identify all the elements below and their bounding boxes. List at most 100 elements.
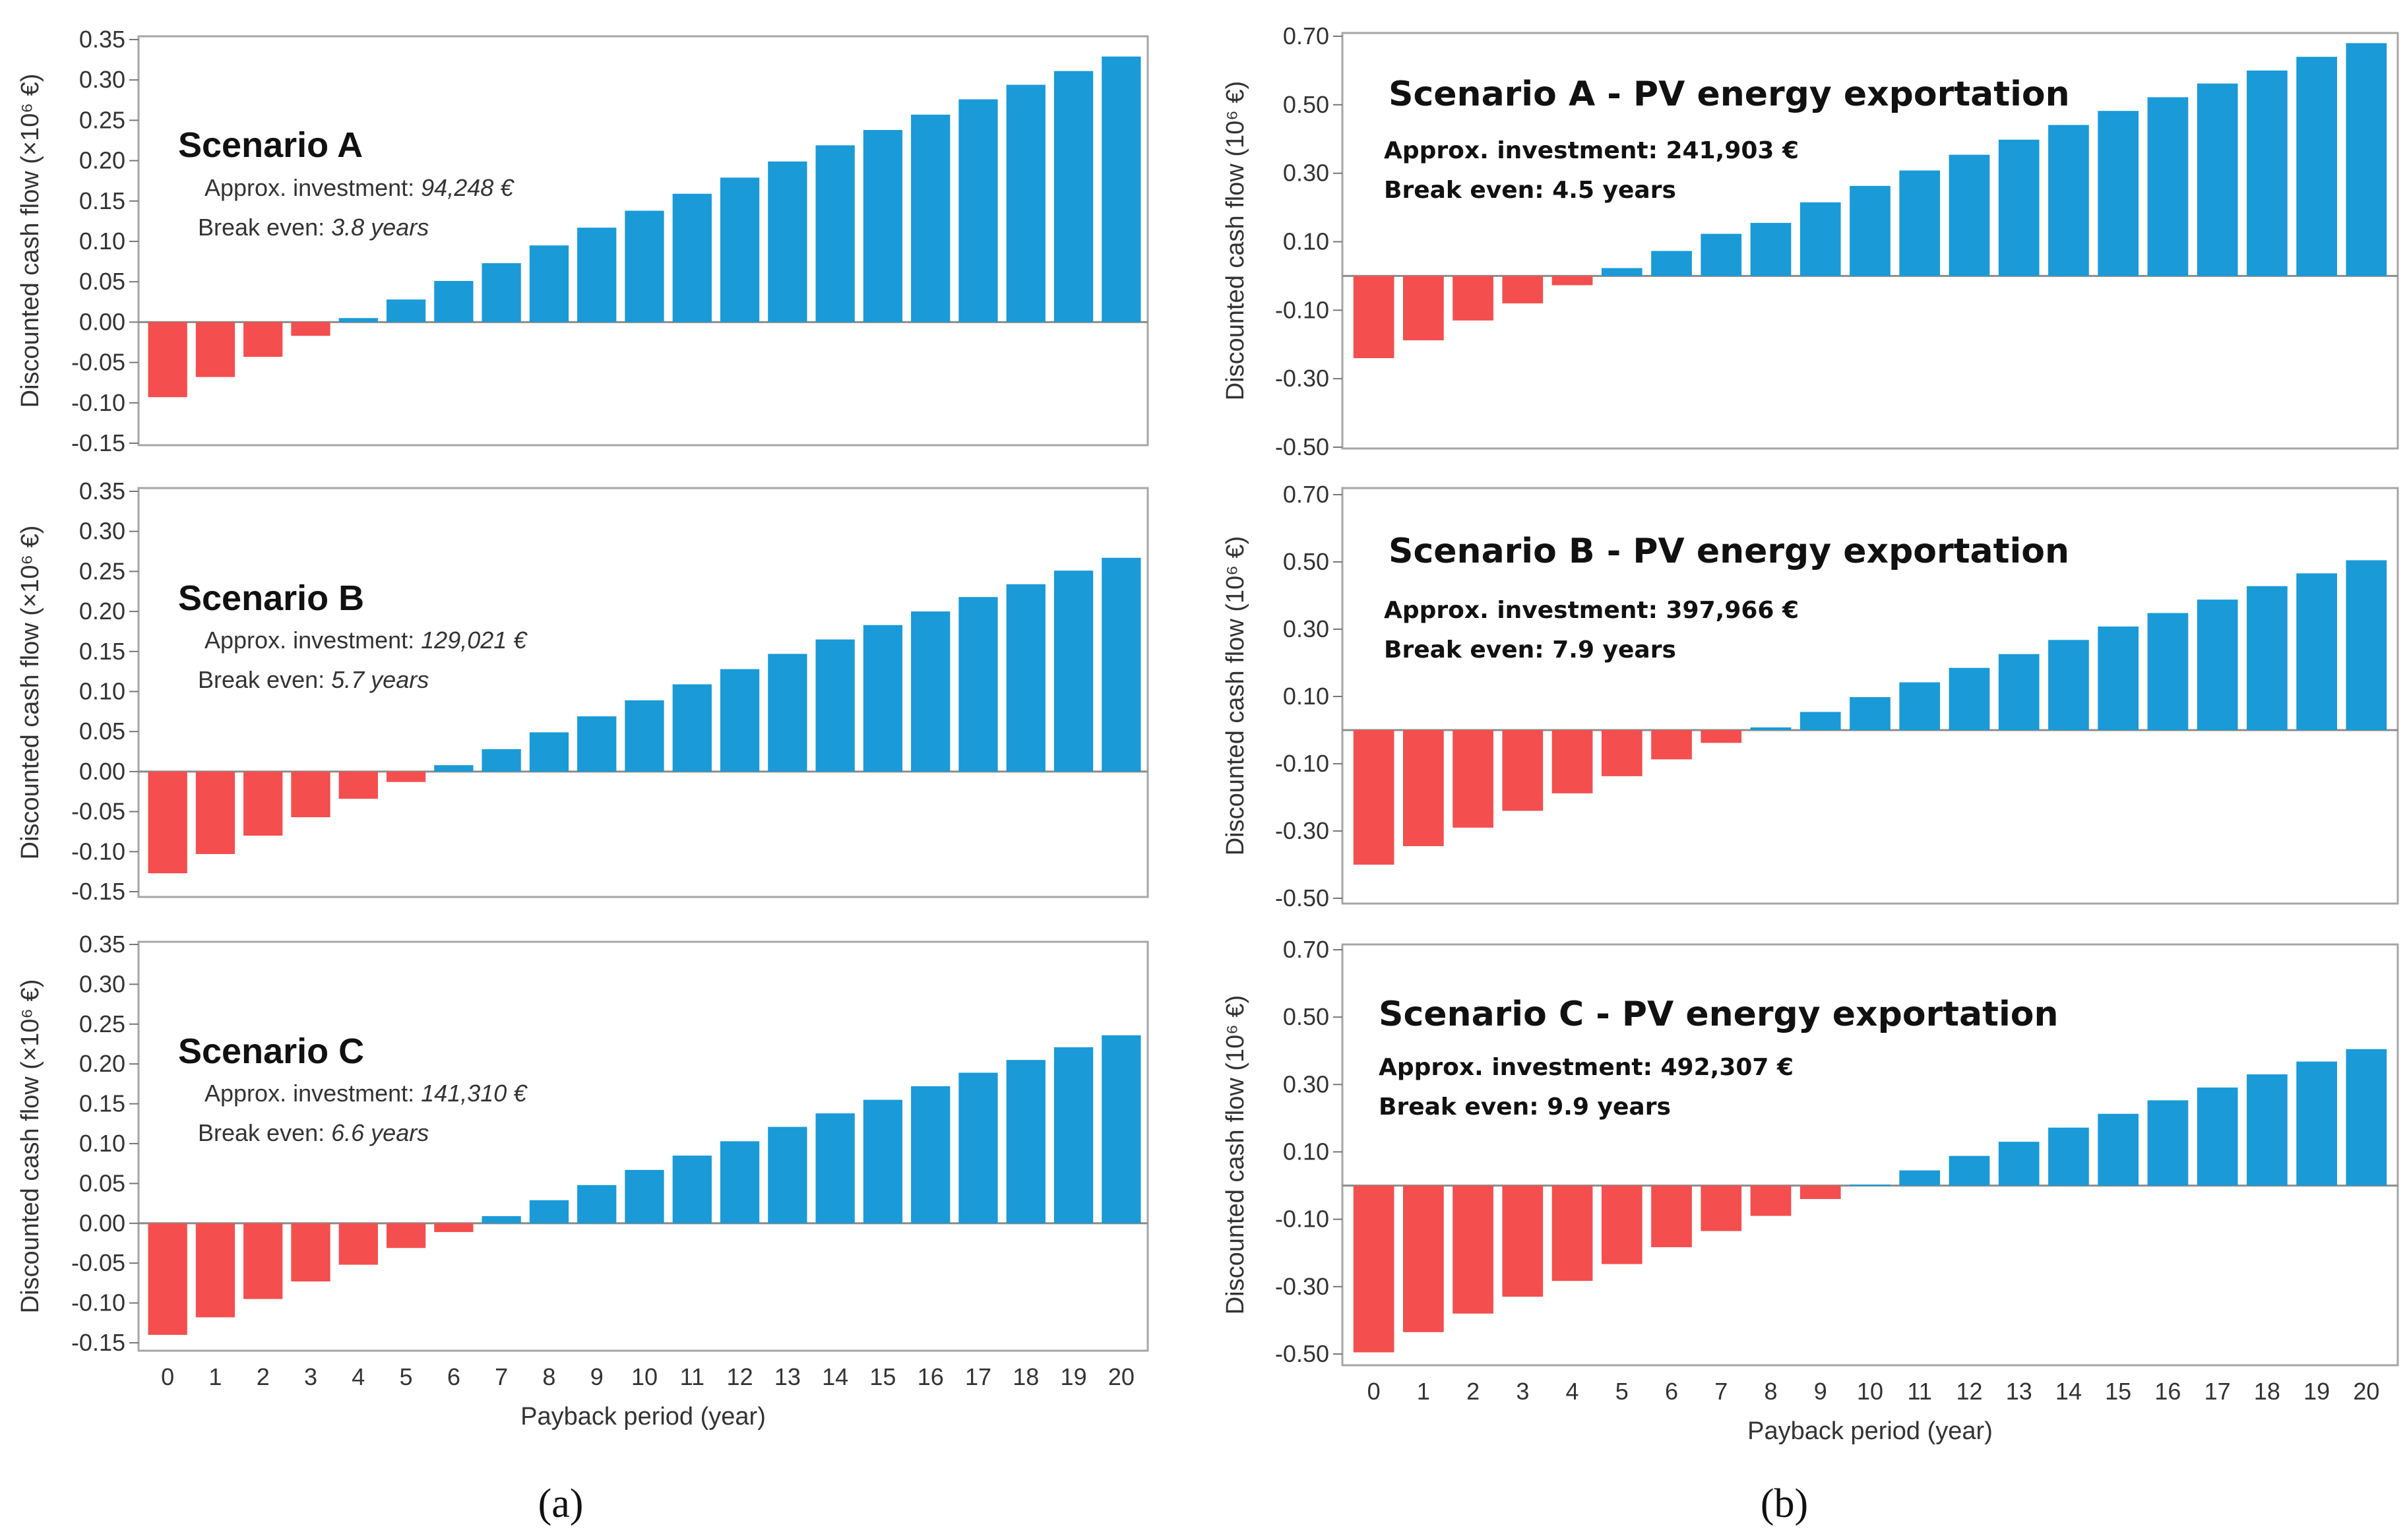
bar-positive — [768, 654, 807, 772]
investment-note: Approx. investment: 141,310 € — [204, 1080, 528, 1107]
break-even-note: Break even: 5.7 years — [198, 666, 429, 693]
x-tick-label: 3 — [304, 1363, 317, 1390]
bar-positive — [434, 765, 474, 772]
y-axis-label: Discounted cash flow (10⁶ €) — [1222, 995, 1249, 1315]
bar-positive — [1899, 170, 1941, 276]
x-tick-label: 11 — [680, 1363, 704, 1390]
x-axis-label: Payback period (year) — [1747, 1417, 1993, 1445]
break-even-value: 7.9 years — [1552, 636, 1676, 663]
bar-positive — [815, 639, 855, 772]
bar-positive — [529, 245, 569, 323]
y-axis-label: Discounted cash flow (×10⁶ €) — [16, 526, 44, 860]
x-tick-label: 15 — [2105, 1378, 2131, 1405]
bar-positive — [2296, 57, 2337, 276]
bar-positive — [768, 1126, 807, 1223]
panel-label-b: (b) — [1761, 1481, 1808, 1526]
investment-value: 94,248 € — [421, 174, 515, 201]
break-even-label: Break even: — [198, 214, 331, 241]
bar-positive — [1949, 154, 1990, 276]
y-tick-label: -0.30 — [1275, 1273, 1329, 1300]
chart-title: Scenario A — [178, 125, 363, 165]
x-tick-label: 6 — [447, 1363, 460, 1390]
bar-positive — [2197, 1087, 2238, 1186]
y-tick-label: 0.00 — [79, 758, 125, 785]
y-tick-label: -0.15 — [71, 1329, 125, 1356]
y-tick-label: 0.30 — [1283, 160, 1329, 187]
bar-negative — [434, 1223, 474, 1233]
x-tick-label: 7 — [1714, 1378, 1728, 1405]
bar-negative — [1551, 276, 1593, 286]
investment-label: Approx. investment: — [1379, 1054, 1661, 1081]
bar-positive — [1899, 1170, 1941, 1186]
investment-value: 241,903 € — [1666, 137, 1799, 164]
bar-negative — [291, 1223, 330, 1281]
bar-negative — [386, 771, 426, 782]
bar-negative — [1551, 1185, 1593, 1281]
bar-positive — [2147, 97, 2189, 276]
bar-positive — [911, 611, 951, 772]
x-tick-label: 0 — [161, 1363, 174, 1390]
bar-negative — [195, 1223, 235, 1318]
bar-positive — [958, 1072, 998, 1223]
y-tick-label: -0.10 — [71, 389, 125, 416]
bar-positive — [1053, 71, 1094, 323]
bar-negative — [1453, 276, 1493, 321]
x-tick-label: 17 — [965, 1363, 991, 1390]
bar-negative — [291, 322, 330, 336]
x-tick-label: 17 — [2204, 1378, 2231, 1405]
bar-negative — [148, 771, 187, 874]
bar-positive — [958, 597, 998, 772]
x-tick-label: 10 — [1857, 1378, 1883, 1405]
y-tick-label: -0.10 — [1275, 296, 1329, 323]
y-tick-label: -0.10 — [71, 1289, 125, 1316]
x-tick-label: 20 — [1108, 1363, 1135, 1390]
bar-positive — [577, 228, 617, 323]
bar-positive — [863, 625, 903, 772]
bar-negative — [386, 1223, 426, 1248]
bar-negative — [291, 771, 330, 818]
x-tick-label: 7 — [495, 1363, 508, 1390]
bar-positive — [1949, 1155, 1990, 1186]
bar-positive — [434, 280, 474, 323]
y-axis-label: Discounted cash flow (10⁶ €) — [1222, 81, 1249, 401]
y-tick-label: -0.05 — [71, 1249, 125, 1276]
x-tick-label: 4 — [352, 1363, 365, 1390]
y-tick-label: 0.20 — [79, 1050, 125, 1077]
bar-positive — [482, 1216, 521, 1223]
y-tick-label: -0.15 — [71, 429, 125, 456]
break-even-label: Break even: — [198, 666, 331, 693]
bar-negative — [1403, 1185, 1444, 1332]
bar-negative — [195, 322, 235, 377]
x-tick-label: 12 — [727, 1363, 753, 1390]
y-axis-label: Discounted cash flow (10⁶ €) — [1222, 536, 1249, 856]
x-tick-label: 16 — [2154, 1378, 2181, 1405]
y-tick-label: 0.10 — [1283, 1138, 1329, 1165]
break-even-note: Break even: 6.6 years — [198, 1119, 429, 1146]
y-tick-label: -0.05 — [71, 349, 125, 376]
break-even-label: Break even: — [198, 1119, 331, 1146]
bar-positive — [2296, 573, 2337, 730]
bar-positive — [577, 716, 617, 772]
x-tick-label: 8 — [1765, 1378, 1778, 1405]
chart-b-2: -0.50-0.30-0.100.100.300.500.700 1 2 3 4 5 6 7 8… — [1222, 936, 2399, 1445]
bar-positive — [911, 114, 951, 323]
bar-positive — [1799, 202, 1841, 276]
bar-positive — [2247, 586, 2288, 730]
y-tick-label: -0.50 — [1275, 433, 1329, 460]
chart-b-0: -0.50 -0.30 -0.10 0.10 0.30 0.50 0.70 Discounte… — [1222, 22, 2399, 460]
bar-positive — [2147, 1100, 2189, 1186]
bar-positive — [1850, 697, 1891, 730]
y-tick-label: 0.05 — [79, 268, 125, 295]
bar-positive — [1651, 251, 1692, 276]
x-tick-label: 19 — [2303, 1378, 2330, 1405]
y-tick-label: 0.00 — [79, 1210, 125, 1237]
break-even-value: 3.8 years — [331, 214, 429, 241]
y-tick-label: 0.35 — [79, 26, 125, 53]
bar-positive — [2147, 613, 2189, 730]
bar-positive — [2098, 111, 2139, 276]
bar-positive — [2247, 1074, 2288, 1186]
y-tick-label: 0.10 — [1283, 228, 1329, 255]
bar-positive — [672, 1155, 712, 1223]
x-tick-label: 6 — [1665, 1378, 1678, 1405]
